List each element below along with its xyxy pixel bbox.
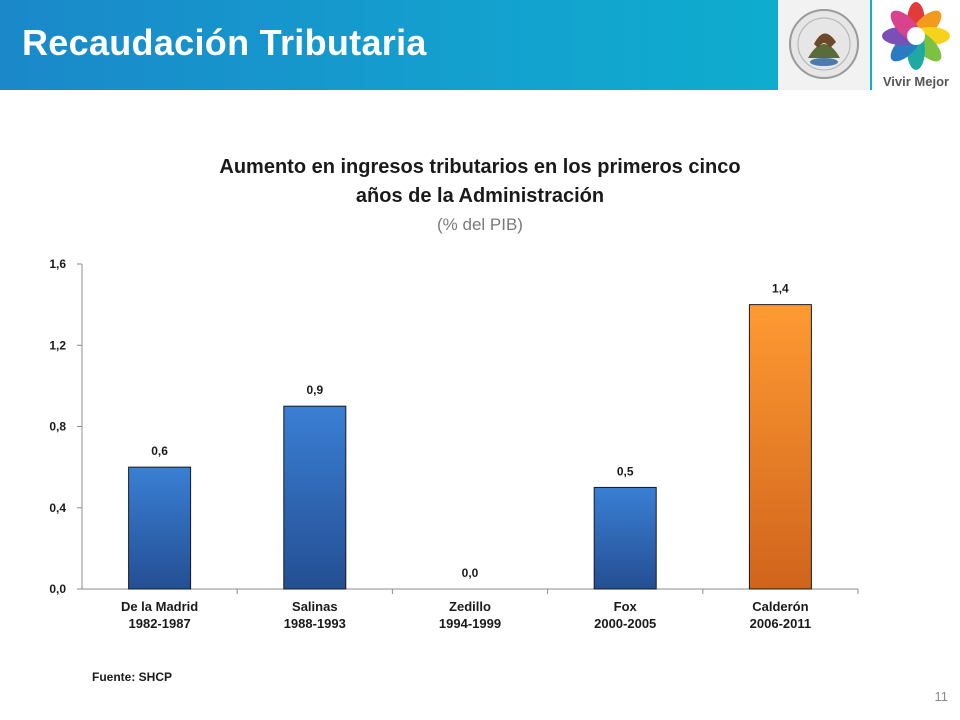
y-tick-label: 1,6 (49, 257, 66, 271)
page-number: 11 (934, 689, 949, 704)
chart-subtitle: (% del PIB) (437, 215, 523, 234)
x-tick-label-name: Calderón (752, 599, 808, 614)
y-tick-label: 0,4 (49, 501, 66, 515)
x-tick-label-name: Salinas (292, 599, 338, 614)
bar-3 (593, 486, 657, 590)
x-tick-label-period: 2006-2011 (750, 616, 811, 631)
x-tick-label-period: 1988-1993 (284, 616, 346, 631)
source-note: Fuente: SHCP (92, 670, 173, 684)
x-tick-label-period: 2000-2005 (594, 616, 656, 631)
chart-title-line2: años de la Administración (355, 185, 605, 207)
data-label: 1,4 (772, 282, 789, 296)
y-tick-label: 0,8 (49, 420, 66, 434)
data-label: 0,9 (306, 383, 323, 397)
vivir-mejor-logo: Vivir Mejor (872, 0, 960, 90)
x-tick-label-name: Zedillo (449, 599, 491, 614)
national-seal-logo (778, 0, 870, 90)
x-tick-label-period: 1982-1987 (129, 616, 191, 631)
y-tick-label: 0,0 (49, 582, 66, 596)
x-tick-label-period: 1994-1999 (439, 616, 501, 631)
x-tick-label-name: De la Madrid (121, 599, 198, 614)
bar-0 (128, 466, 192, 590)
chart-title-line1: Aumento en ingresos tributarios en los p… (219, 156, 741, 178)
bar-4 (748, 304, 812, 590)
data-label: 0,6 (151, 444, 168, 458)
y-tick-label: 1,2 (49, 338, 66, 352)
data-label: 0,0 (462, 566, 479, 580)
x-tick-label-name: Fox (614, 599, 638, 614)
logo-text: Vivir Mejor (883, 74, 949, 89)
data-label: 0,5 (617, 464, 634, 478)
page-title: Recaudación Tributaria (22, 22, 427, 63)
bar-1 (283, 405, 347, 590)
